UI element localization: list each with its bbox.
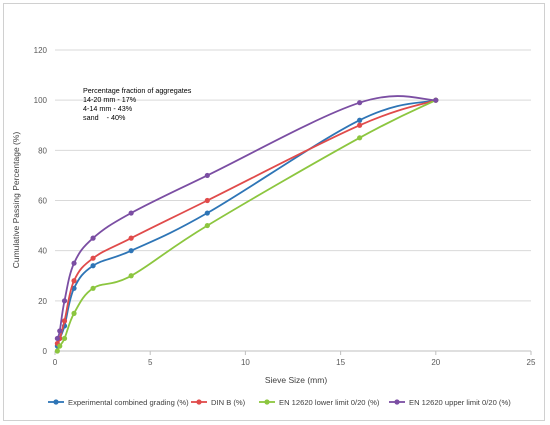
legend-item-3: EN 12620 upper limit 0/20 (%) xyxy=(389,398,511,407)
series-1-point-2 xyxy=(61,318,68,324)
series-0-point-6 xyxy=(204,210,210,216)
series-2-point-2 xyxy=(61,335,68,342)
legend-swatch-marker-3 xyxy=(394,399,400,405)
series-3-point-1 xyxy=(57,328,63,334)
y-tick-label-4: 80 xyxy=(38,146,47,155)
series-2 xyxy=(54,97,439,354)
x-tick-label-3: 15 xyxy=(336,358,345,367)
series-1 xyxy=(54,97,439,347)
series-1-point-3 xyxy=(71,278,77,284)
annotation-line-3: sand - 40% xyxy=(83,113,126,122)
series-1-point-6 xyxy=(204,197,210,204)
legend-item-0: Experimental combined grading (%) xyxy=(48,398,189,407)
y-tick-label-5: 100 xyxy=(34,96,48,105)
x-tick-label-5: 25 xyxy=(527,358,536,367)
x-tick-label-2: 10 xyxy=(241,358,250,367)
y-tick-label-6: 120 xyxy=(34,46,48,55)
legend-item-2: EN 12620 lower limit 0/20 (%) xyxy=(259,398,380,407)
x-tick-label-1: 5 xyxy=(148,358,153,367)
series-2-point-7 xyxy=(357,135,363,141)
legend-swatch-marker-2 xyxy=(264,399,270,405)
series-0-point-3 xyxy=(71,285,77,291)
annotation-line-1: 14-20 mm - 17% xyxy=(83,95,137,104)
x-tick-label-4: 20 xyxy=(431,358,440,367)
series-3-point-6 xyxy=(204,172,210,179)
gridlines xyxy=(55,49,531,302)
y-tick-label-3: 60 xyxy=(38,197,47,206)
annotation-box: Percentage fraction of aggregates 14-20 … xyxy=(83,86,192,122)
x-axis-label: Sieve Size (mm) xyxy=(265,375,328,385)
legend-label-3: EN 12620 upper limit 0/20 (%) xyxy=(409,398,511,407)
y-tick-label-0: 0 xyxy=(43,347,48,356)
legend-item-1: DIN B (%) xyxy=(191,398,246,407)
series-3-point-0 xyxy=(54,335,60,342)
series-3-point-4 xyxy=(90,235,96,241)
series-1-point-4 xyxy=(90,255,96,261)
series-2-point-1 xyxy=(57,343,63,349)
series-line-2 xyxy=(56,99,437,352)
legend: Experimental combined grading (%) DIN B (… xyxy=(48,398,511,407)
series-0-point-7 xyxy=(357,117,363,123)
series-2-point-3 xyxy=(71,310,77,316)
annotation-title: Percentage fraction of aggregates xyxy=(83,86,192,95)
series-2-point-6 xyxy=(204,222,210,229)
series-line-3 xyxy=(56,95,436,339)
series-2-point-5 xyxy=(128,273,134,279)
series-2-point-0 xyxy=(54,348,60,354)
legend-swatch-marker-0 xyxy=(53,399,59,405)
series-3-point-2 xyxy=(61,298,68,304)
y-tick-label-2: 40 xyxy=(38,247,47,256)
series-3-point-3 xyxy=(71,260,77,266)
series-3-point-7 xyxy=(357,100,363,106)
series-1-point-5 xyxy=(128,235,134,241)
series-3-point-5 xyxy=(128,210,134,216)
axes: 0 20 40 60 80 100 120 0 5 10 15 20 25 xyxy=(34,46,536,367)
y-axis-label: Cumulative Passing Percentage (%) xyxy=(11,132,21,269)
annotation-line-2: 4-14 mm - 43% xyxy=(83,104,133,113)
y-tick-label-1: 20 xyxy=(38,297,47,306)
series-3-point-8 xyxy=(433,97,439,103)
series-2-point-4 xyxy=(90,285,96,291)
legend-swatch-marker-1 xyxy=(196,399,202,405)
series-0-point-5 xyxy=(128,248,134,254)
series-layer xyxy=(54,95,439,354)
legend-label-0: Experimental combined grading (%) xyxy=(68,398,189,407)
series-3 xyxy=(54,95,439,342)
legend-label-1: DIN B (%) xyxy=(211,398,246,407)
series-0-point-4 xyxy=(90,263,96,269)
legend-label-2: EN 12620 lower limit 0/20 (%) xyxy=(279,398,380,407)
series-1-point-7 xyxy=(357,122,363,128)
x-tick-label-0: 0 xyxy=(53,358,58,367)
